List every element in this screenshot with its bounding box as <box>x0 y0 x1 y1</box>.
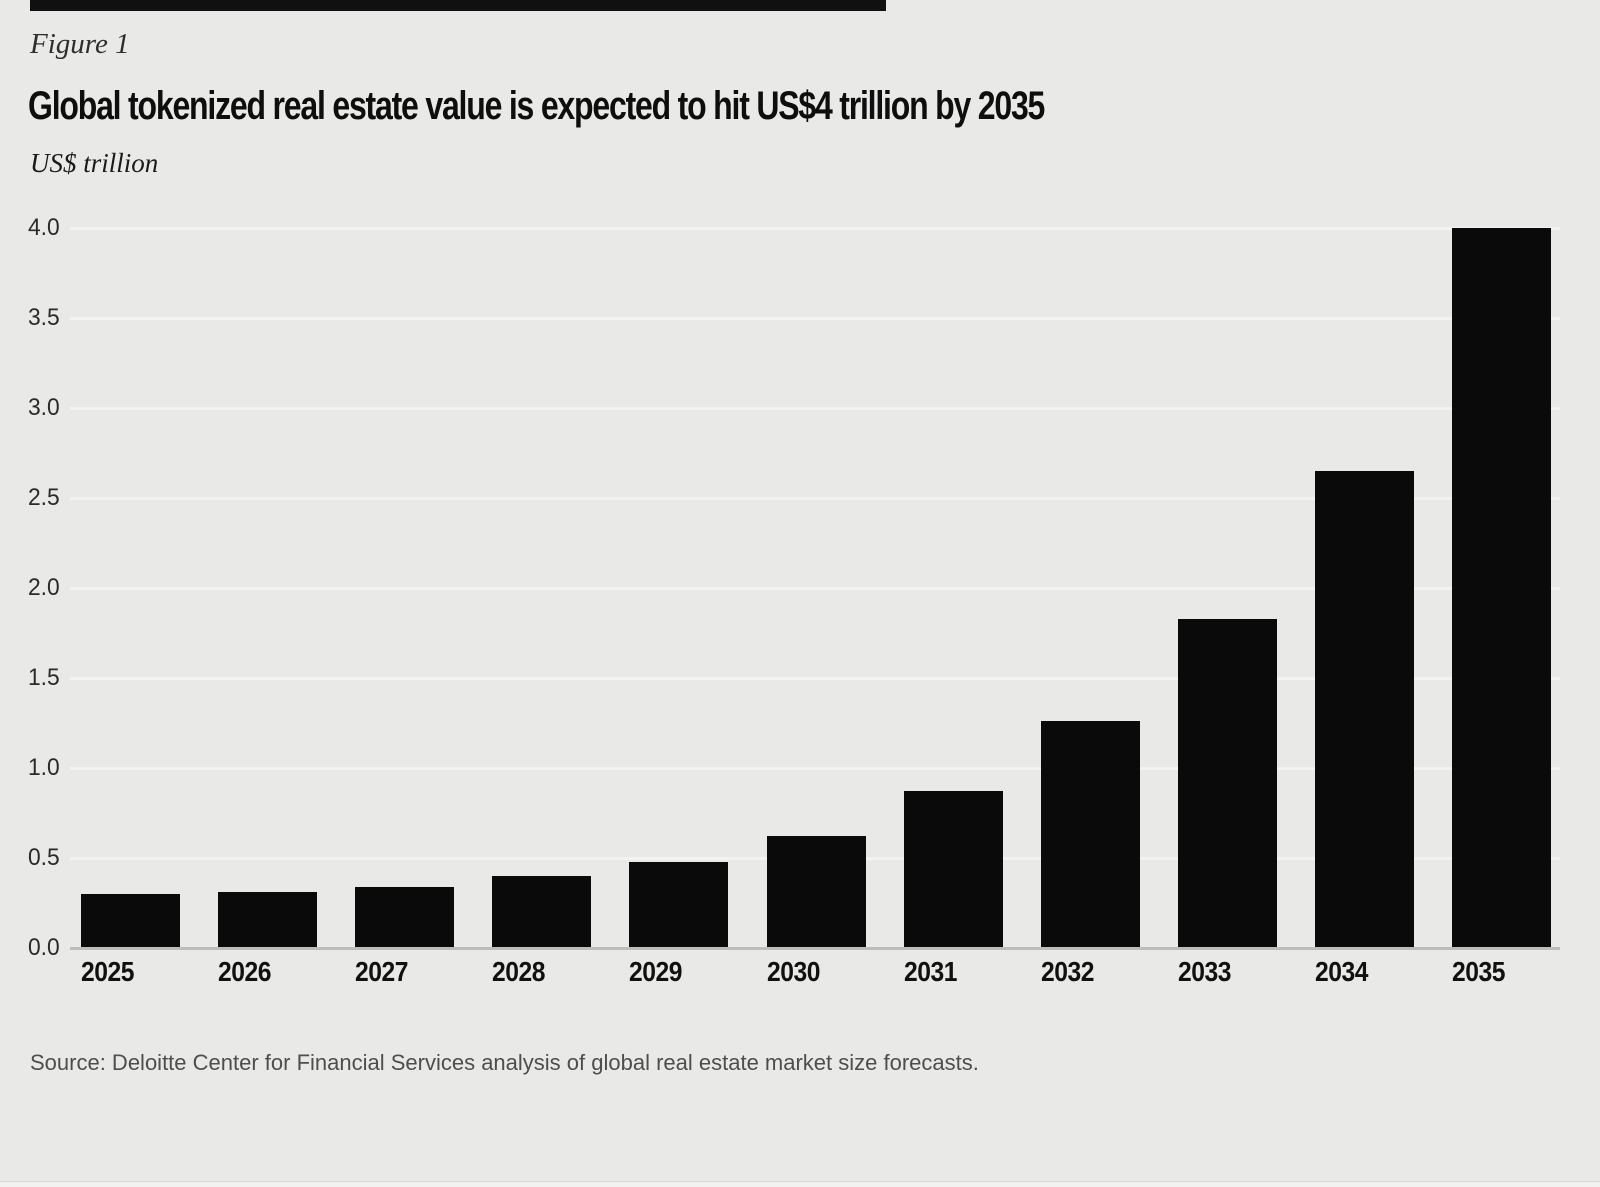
y-tick-label: 2.5 <box>28 484 60 511</box>
bar <box>903 791 1003 948</box>
gridline <box>70 587 1560 590</box>
gridline <box>70 407 1560 410</box>
bottom-edge-strip <box>0 1181 1600 1187</box>
gridline <box>70 677 1560 680</box>
gridline <box>70 227 1560 230</box>
bar <box>1314 471 1414 948</box>
y-axis-units-label: US$ trillion <box>30 148 159 178</box>
x-tick-label: 2028 <box>492 956 546 987</box>
y-tick-label: 0.0 <box>28 934 60 961</box>
x-tick-label: 2030 <box>766 956 821 987</box>
x-axis-baseline <box>70 947 1560 950</box>
bar <box>629 861 729 948</box>
x-tick-label: 2034 <box>1314 956 1369 987</box>
source-note: Source: Deloitte Center for Financial Se… <box>30 1050 979 1075</box>
y-tick-label: 1.0 <box>28 754 60 781</box>
y-tick-label: 4.0 <box>28 214 60 241</box>
bar <box>1040 721 1140 948</box>
x-tick-label: 2027 <box>355 956 409 987</box>
gridline <box>70 317 1560 320</box>
bar <box>1177 618 1277 948</box>
x-tick-label: 2031 <box>903 956 958 987</box>
bar <box>81 894 180 948</box>
y-tick-label: 0.5 <box>28 844 60 871</box>
figure-top-rule <box>30 0 886 11</box>
bar <box>218 892 318 948</box>
chart-title: Global tokenized real estate value is ex… <box>28 84 1045 128</box>
bar <box>1452 228 1551 948</box>
y-tick-label: 3.0 <box>28 394 60 421</box>
gridline <box>70 497 1560 500</box>
y-tick-label: 3.5 <box>28 304 60 331</box>
x-tick-label: 2032 <box>1040 956 1095 987</box>
bar <box>766 836 866 948</box>
figure-label: Figure 1 <box>30 28 130 60</box>
bar-chart: 0.0 0.5 1.0 1.5 2.0 2.5 3.0 3.5 4.0 2025 2026 2027… <box>28 214 1560 987</box>
bar <box>492 876 592 948</box>
y-tick-label: 2.0 <box>28 574 60 601</box>
y-tick-label: 1.5 <box>28 664 60 691</box>
bar <box>355 886 455 948</box>
x-tick-label: 2033 <box>1177 956 1232 987</box>
x-tick-label: 2026 <box>218 956 272 987</box>
footer: Deloitte. Insights deloitte.com/insights <box>0 1100 1600 1180</box>
x-tick-label: 2029 <box>629 956 683 987</box>
x-tick-label: 2035 <box>1452 956 1506 987</box>
x-tick-label: 2025 <box>81 956 135 987</box>
gridline <box>70 767 1560 770</box>
